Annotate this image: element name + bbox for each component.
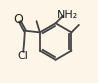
Text: Cl: Cl: [17, 51, 28, 61]
Text: O: O: [13, 13, 23, 26]
Text: NH₂: NH₂: [57, 10, 78, 20]
